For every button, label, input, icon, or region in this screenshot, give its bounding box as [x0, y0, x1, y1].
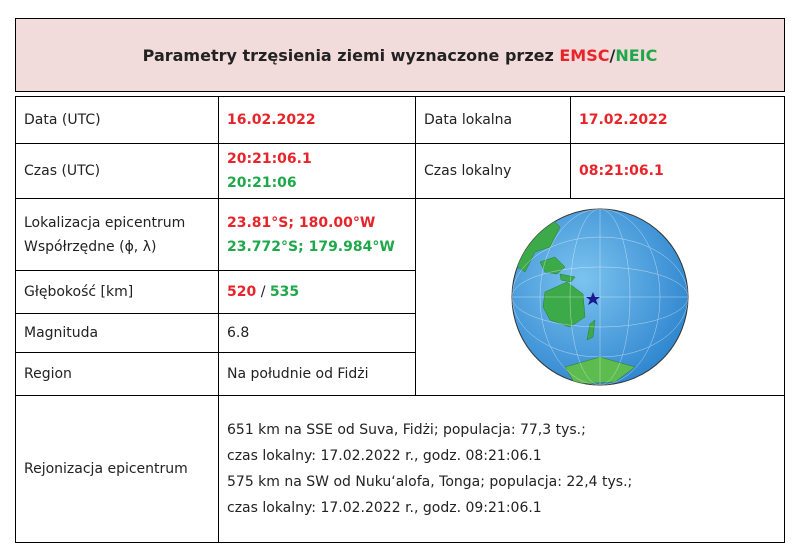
text: Głębokość [km]: [24, 284, 134, 300]
value: 6.8: [218, 313, 416, 353]
label: Czas (UTC): [15, 143, 219, 199]
text: czas lokalny: 17.02.2022 r., godz. 08:21…: [227, 448, 542, 464]
label: Czas lokalny: [415, 143, 571, 199]
text: 575 km na SW od Nuku‘alofa, Tonga; popul…: [227, 474, 633, 490]
text: 17.02.2022: [579, 112, 668, 128]
value: Na południe od Fidżi: [218, 352, 416, 396]
label: Rejonizacja epicentrum: [15, 395, 219, 543]
separator: /: [609, 45, 616, 65]
text: Lokalizacja epicentrum: [24, 214, 186, 231]
value: 17.02.2022: [570, 96, 785, 144]
value: 520 / 535: [218, 270, 416, 314]
text: 23.772°S; 179.984°W: [227, 238, 395, 255]
text: Region: [24, 366, 72, 382]
text: 20:21:06.1: [227, 151, 312, 167]
label: Data lokalna: [415, 96, 571, 144]
epicenter-star: [586, 292, 600, 305]
value: 08:21:06.1: [570, 143, 785, 199]
value: 20:21:06.1 20:21:06: [218, 143, 416, 199]
text: Współrzędne (ϕ, λ): [24, 238, 157, 255]
title-text: Parametry trzęsienia ziemi wyznaczone pr…: [142, 45, 554, 65]
text: Rejonizacja epicentrum: [24, 461, 188, 477]
emsc: EMSC: [559, 45, 610, 65]
label: Data (UTC): [15, 96, 219, 144]
text: czas lokalny: 17.02.2022 r., godz. 09:21…: [227, 500, 542, 516]
label: Lokalizacja epicentrum Współrzędne (ϕ, λ): [15, 198, 219, 271]
value: 16.02.2022: [218, 96, 416, 144]
title: Parametry trzęsienia ziemi wyznaczone pr…: [15, 18, 785, 92]
text: 20:21:06: [227, 175, 297, 191]
label: Region: [15, 352, 219, 396]
text: Data (UTC): [24, 112, 101, 128]
text: 651 km na SSE od Suva, Fidżi; populacja:…: [227, 422, 586, 438]
label: Głębokość [km]: [15, 270, 219, 314]
text: Data lokalna: [424, 112, 513, 128]
text: 16.02.2022: [227, 112, 316, 128]
label: Magnituda: [15, 313, 219, 353]
globe-cell: [415, 198, 785, 396]
text: 08:21:06.1: [579, 163, 664, 179]
value: 23.81°S; 180.00°W 23.772°S; 179.984°W: [218, 198, 416, 271]
text: 520: [227, 284, 257, 300]
text: Magnituda: [24, 325, 99, 341]
value: 651 km na SSE od Suva, Fidżi; populacja:…: [218, 395, 785, 543]
text: Czas lokalny: [424, 163, 512, 179]
text: /: [260, 284, 266, 300]
text: Czas (UTC): [24, 163, 101, 179]
text: 6.8: [227, 325, 250, 341]
text: 23.81°S; 180.00°W: [227, 214, 376, 231]
neic: NEIC: [615, 45, 658, 65]
text: Na południe od Fidżi: [227, 366, 369, 382]
globe: [511, 208, 689, 386]
text: 535: [269, 284, 300, 300]
